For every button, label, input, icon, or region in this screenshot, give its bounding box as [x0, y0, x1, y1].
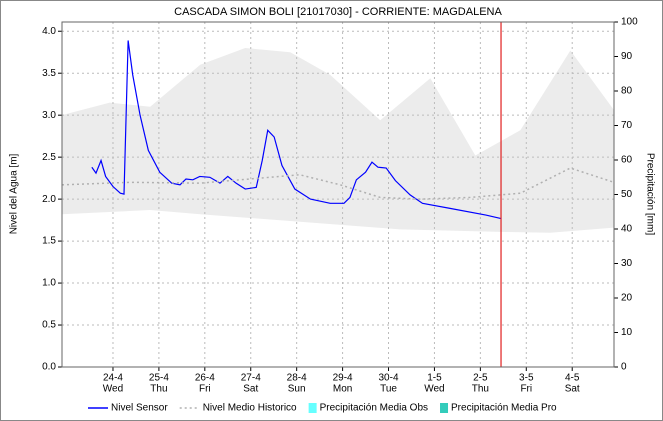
- y-tick-label: 2.5: [42, 152, 56, 163]
- x-tick-weekday: Wed: [424, 384, 444, 395]
- series-line: [61, 167, 615, 200]
- y2-tick-label: 60: [621, 155, 633, 166]
- x-tick-label: 24-4: [103, 373, 123, 384]
- x-tick-label: 29-4: [333, 373, 353, 384]
- y2-tick-label: 10: [621, 327, 633, 338]
- y2-tick-label: 50: [621, 189, 633, 200]
- y2-tick-label: 70: [621, 120, 633, 131]
- plot-frame: [61, 21, 615, 368]
- x-tick-label: 4-5: [565, 373, 580, 384]
- x-tick-weekday: Wed: [103, 384, 123, 395]
- x-tick-weekday: Sat: [565, 384, 580, 395]
- y2-tick-label: 90: [621, 51, 633, 62]
- legend-label: Nivel Sensor: [111, 403, 168, 414]
- y2-tick-label: 20: [621, 293, 633, 304]
- x-tick-label: 25-4: [149, 373, 169, 384]
- x-tick-label: 28-4: [287, 373, 307, 384]
- legend-label: Precipitación Media Obs: [320, 403, 428, 414]
- y-tick-label: 0.0: [42, 362, 56, 373]
- x-tick-weekday: Fri: [520, 384, 532, 395]
- y2-tick-label: 40: [621, 224, 633, 235]
- y2-tick-label: 0: [621, 362, 627, 373]
- y2-tick-label: 80: [621, 86, 633, 97]
- y-axis-label: Nivel del Agua [m]: [9, 153, 20, 234]
- y-tick-label: 3.5: [42, 68, 56, 79]
- y-tick-label: 0.5: [42, 320, 56, 331]
- legend-swatch: [308, 403, 317, 413]
- x-tick-label: 26-4: [195, 373, 215, 384]
- y-tick-label: 4.0: [42, 26, 56, 37]
- x-tick-weekday: Sat: [243, 384, 258, 395]
- legend-label: Precipitación Media Pro: [451, 403, 557, 414]
- x-tick-weekday: Thu: [472, 384, 489, 395]
- x-tick-label: 1-5: [427, 373, 442, 384]
- y2-axis-label: Precipitación [mm]: [644, 153, 655, 235]
- x-tick-label: 30-4: [379, 373, 399, 384]
- y-tick-label: 2.0: [42, 194, 56, 205]
- legend-swatch: [440, 403, 449, 413]
- x-tick-weekday: Mon: [333, 384, 352, 395]
- y2-tick-label: 100: [621, 17, 638, 28]
- y-tick-label: 1.0: [42, 278, 56, 289]
- x-tick-label: 2-5: [473, 373, 488, 384]
- x-tick-label: 27-4: [241, 373, 261, 384]
- y2-tick-label: 30: [621, 258, 633, 269]
- x-tick-label: 3-5: [519, 373, 534, 384]
- x-tick-weekday: Thu: [150, 384, 167, 395]
- series-line: [91, 40, 501, 220]
- chart-title: CASCADA SIMON BOLI [21017030] - CORRIENT…: [174, 6, 502, 18]
- legend-label: Nivel Medio Historico: [203, 403, 297, 414]
- y-tick-label: 3.0: [42, 110, 56, 121]
- range-band: [62, 48, 614, 233]
- x-tick-weekday: Tue: [380, 384, 397, 395]
- x-tick-weekday: Sun: [288, 384, 306, 395]
- x-tick-weekday: Fri: [199, 384, 211, 395]
- y-tick-label: 1.5: [42, 236, 56, 247]
